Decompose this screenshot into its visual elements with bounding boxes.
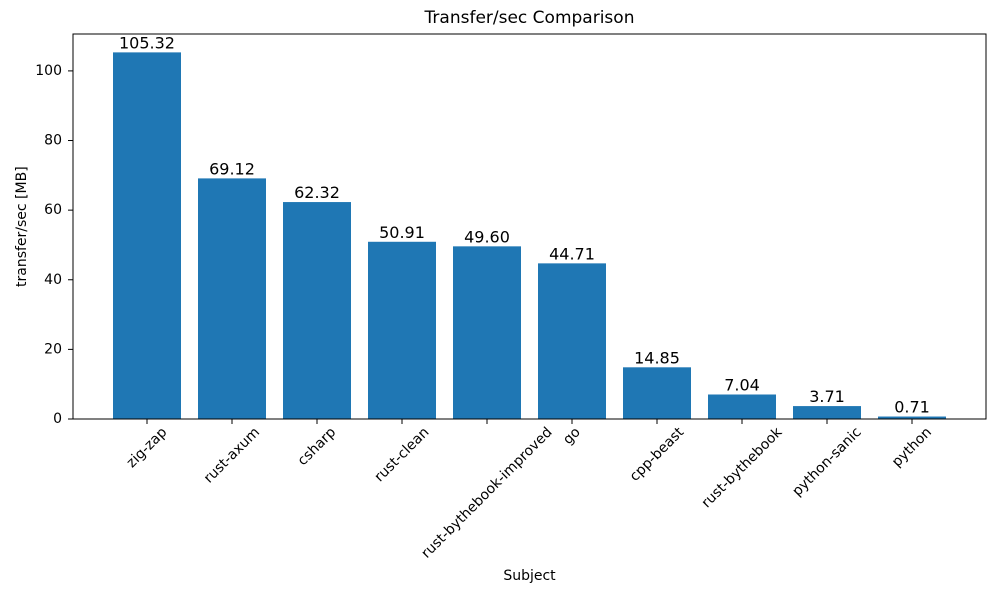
x-tick-label: go [560,424,584,448]
y-tick-label: 0 [53,411,62,427]
y-tick-label: 20 [44,341,62,357]
bar-value-label: 44.71 [549,244,595,263]
bar-rust-clean [368,241,436,419]
bar-value-label: 69.12 [209,159,255,178]
x-axis-label: Subject [503,568,556,584]
x-tick-label: zig-zap [124,424,171,471]
x-tick-label: rust-bythebook-improved [418,424,555,561]
bar-zig-zap [113,52,181,419]
y-tick-label: 60 [44,202,62,218]
y-tick-label: 40 [44,272,62,288]
bar-rust-axum [198,178,266,419]
bar-python [878,416,946,419]
x-tick-label: csharp [295,424,340,469]
bar-value-label: 7.04 [724,375,760,394]
x-tick-label: python [889,424,935,470]
bar-value-label: 49.60 [464,227,510,246]
bar-go [538,263,606,419]
bar-value-label: 0.71 [894,398,930,417]
bar-value-label: 14.85 [634,348,680,367]
x-tick-label: cpp-beast [627,424,688,485]
y-axis-label: transfer/sec [MB] [14,166,30,287]
bar-csharp [283,202,351,419]
bar-value-label: 62.32 [294,183,340,202]
x-tick-label: python-sanic [789,424,864,499]
bar-python-sanic [793,406,861,419]
bar-value-label: 3.71 [809,387,845,406]
x-tick-label: rust-axum [201,424,263,486]
y-tick-label: 100 [35,63,62,79]
bar-rust-bythebook [708,394,776,419]
y-tick-label: 80 [44,133,62,149]
x-tick-label: rust-bythebook [699,424,786,511]
chart-title: Transfer/sec Comparison [424,8,635,28]
bar-value-label: 105.32 [119,33,175,52]
bar-rust-bythebook-improved [453,246,521,419]
bar-value-label: 50.91 [379,223,425,242]
x-tick-label: rust-clean [372,424,433,485]
bar-cpp-beast [623,367,691,419]
axes-frame [72,33,987,420]
